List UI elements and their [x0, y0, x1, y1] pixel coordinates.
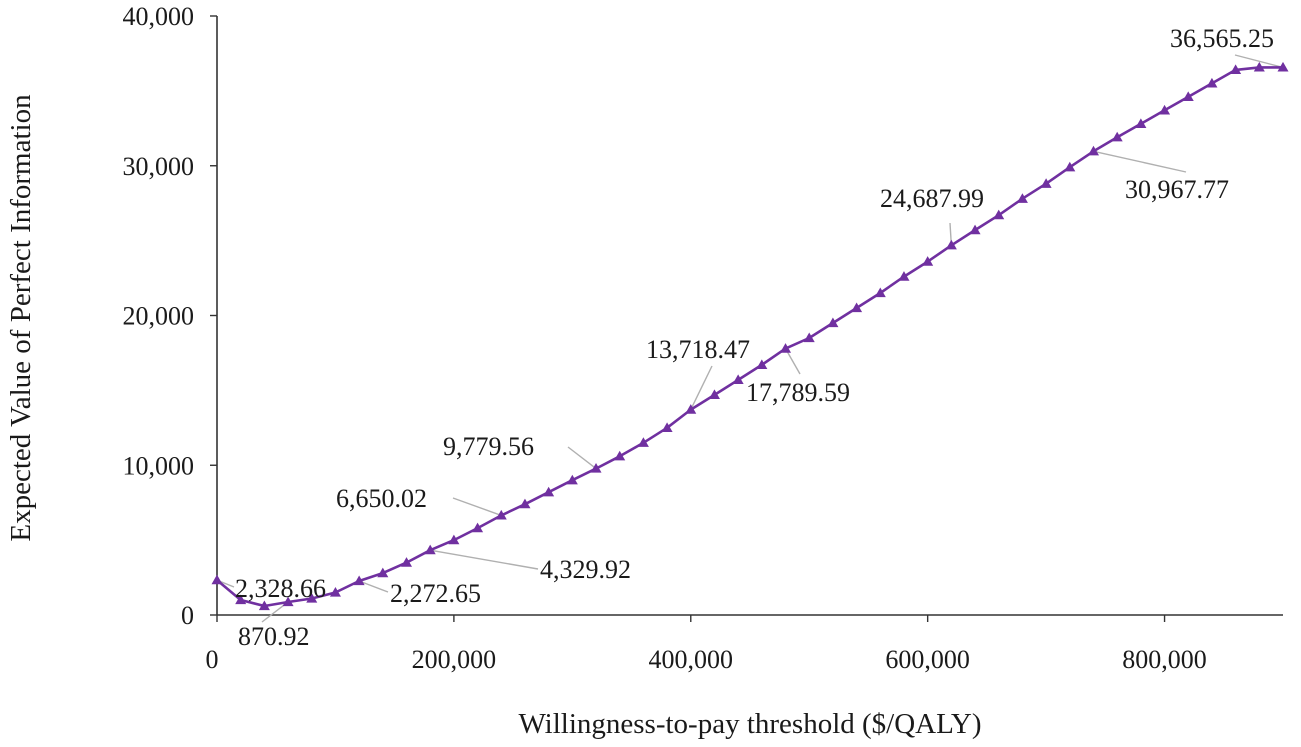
- data-label: 36,565.25: [1170, 24, 1274, 53]
- data-point: [945, 239, 957, 250]
- annotation-leader-line: [430, 549, 539, 570]
- data-point: [1135, 118, 1147, 128]
- data-point: [922, 256, 934, 266]
- x-axis-title: Willingness-to-pay threshold ($/QALY): [518, 708, 981, 740]
- data-point: [495, 509, 507, 520]
- data-point: [661, 422, 673, 432]
- annotation-leader-line: [1234, 54, 1284, 69]
- annotation-leader-line: [1093, 150, 1187, 173]
- y-tick-label: 40,000: [123, 2, 195, 31]
- annotation-leaders: [216, 54, 1284, 623]
- data-point: [1016, 193, 1028, 203]
- data-point: [1159, 104, 1171, 115]
- y-axis-title: Expected Value of Perfect Information: [5, 94, 37, 542]
- data-point: [827, 317, 839, 328]
- data-point: [282, 596, 294, 607]
- data-point: [353, 575, 365, 586]
- data-point: [637, 437, 649, 447]
- data-point: [472, 522, 484, 533]
- data-point: [614, 450, 626, 461]
- data-label: 6,650.02: [336, 484, 427, 513]
- annotation-labels: 2,328.66 870.92 2,272.65 4,329.92 6,650.02 9,…: [235, 24, 1274, 651]
- data-point: [874, 287, 886, 298]
- data-point: [1253, 61, 1265, 72]
- x-tick-label: 600,000: [885, 645, 970, 674]
- data-point: [566, 474, 578, 485]
- annotation-leader-line: [784, 348, 801, 375]
- data-point: [519, 498, 531, 509]
- data-point: [732, 374, 744, 385]
- data-point: [993, 209, 1005, 220]
- data-label: 870.92: [238, 622, 310, 651]
- y-tick-label: 30,000: [123, 152, 195, 181]
- data-point: [1111, 131, 1123, 142]
- data-point: [1230, 64, 1242, 75]
- x-tick-label: 0: [206, 645, 219, 674]
- series-line: [216, 66, 1283, 608]
- data-point: [448, 534, 460, 545]
- data-point: [756, 359, 768, 370]
- x-tick-label: 800,000: [1122, 645, 1207, 674]
- y-tick-label: 0: [181, 601, 194, 630]
- data-label: 17,789.59: [746, 378, 850, 407]
- data-point: [1064, 161, 1076, 172]
- data-point: [235, 594, 247, 605]
- data-point: [898, 271, 910, 281]
- data-point: [258, 600, 270, 611]
- data-label: 4,329.92: [540, 555, 631, 584]
- data-point: [424, 544, 436, 555]
- data-label: 2,272.65: [390, 579, 481, 608]
- data-label: 30,967.77: [1125, 175, 1229, 204]
- data-label: 13,718.47: [646, 335, 750, 364]
- y-tick-label: 10,000: [123, 451, 195, 480]
- data-point: [401, 557, 413, 567]
- annotation-leader-line: [358, 580, 389, 593]
- data-point: [969, 224, 981, 235]
- data-point: [708, 389, 720, 399]
- data-point: [590, 463, 602, 473]
- x-tick-label: 200,000: [412, 645, 497, 674]
- data-point: [306, 593, 318, 603]
- data-point: [377, 567, 389, 578]
- x-tick-label: 400,000: [649, 645, 734, 674]
- data-point: [1206, 77, 1218, 88]
- series-layer: [211, 61, 1289, 611]
- data-point: [685, 404, 697, 414]
- data-point: [851, 302, 863, 313]
- annotation-leader-line: [567, 446, 597, 470]
- data-point: [1182, 91, 1194, 101]
- axes: 0 10,000 20,000 30,000 40,000 0 200,000 400,000…: [123, 2, 1283, 674]
- data-point: [543, 486, 555, 497]
- data-point: [1277, 61, 1289, 72]
- annotation-leader-line: [690, 365, 713, 410]
- data-point: [780, 343, 792, 353]
- data-point: [211, 574, 223, 585]
- data-label: 24,687.99: [880, 184, 984, 213]
- data-point: [803, 332, 815, 343]
- data-point: [1040, 178, 1052, 188]
- data-label: 2,328.66: [235, 574, 326, 603]
- y-tick-label: 20,000: [123, 302, 195, 331]
- annotation-leader-line: [452, 497, 502, 517]
- data-point: [1087, 145, 1099, 156]
- data-label: 9,779.56: [443, 432, 534, 461]
- data-point: [329, 587, 341, 597]
